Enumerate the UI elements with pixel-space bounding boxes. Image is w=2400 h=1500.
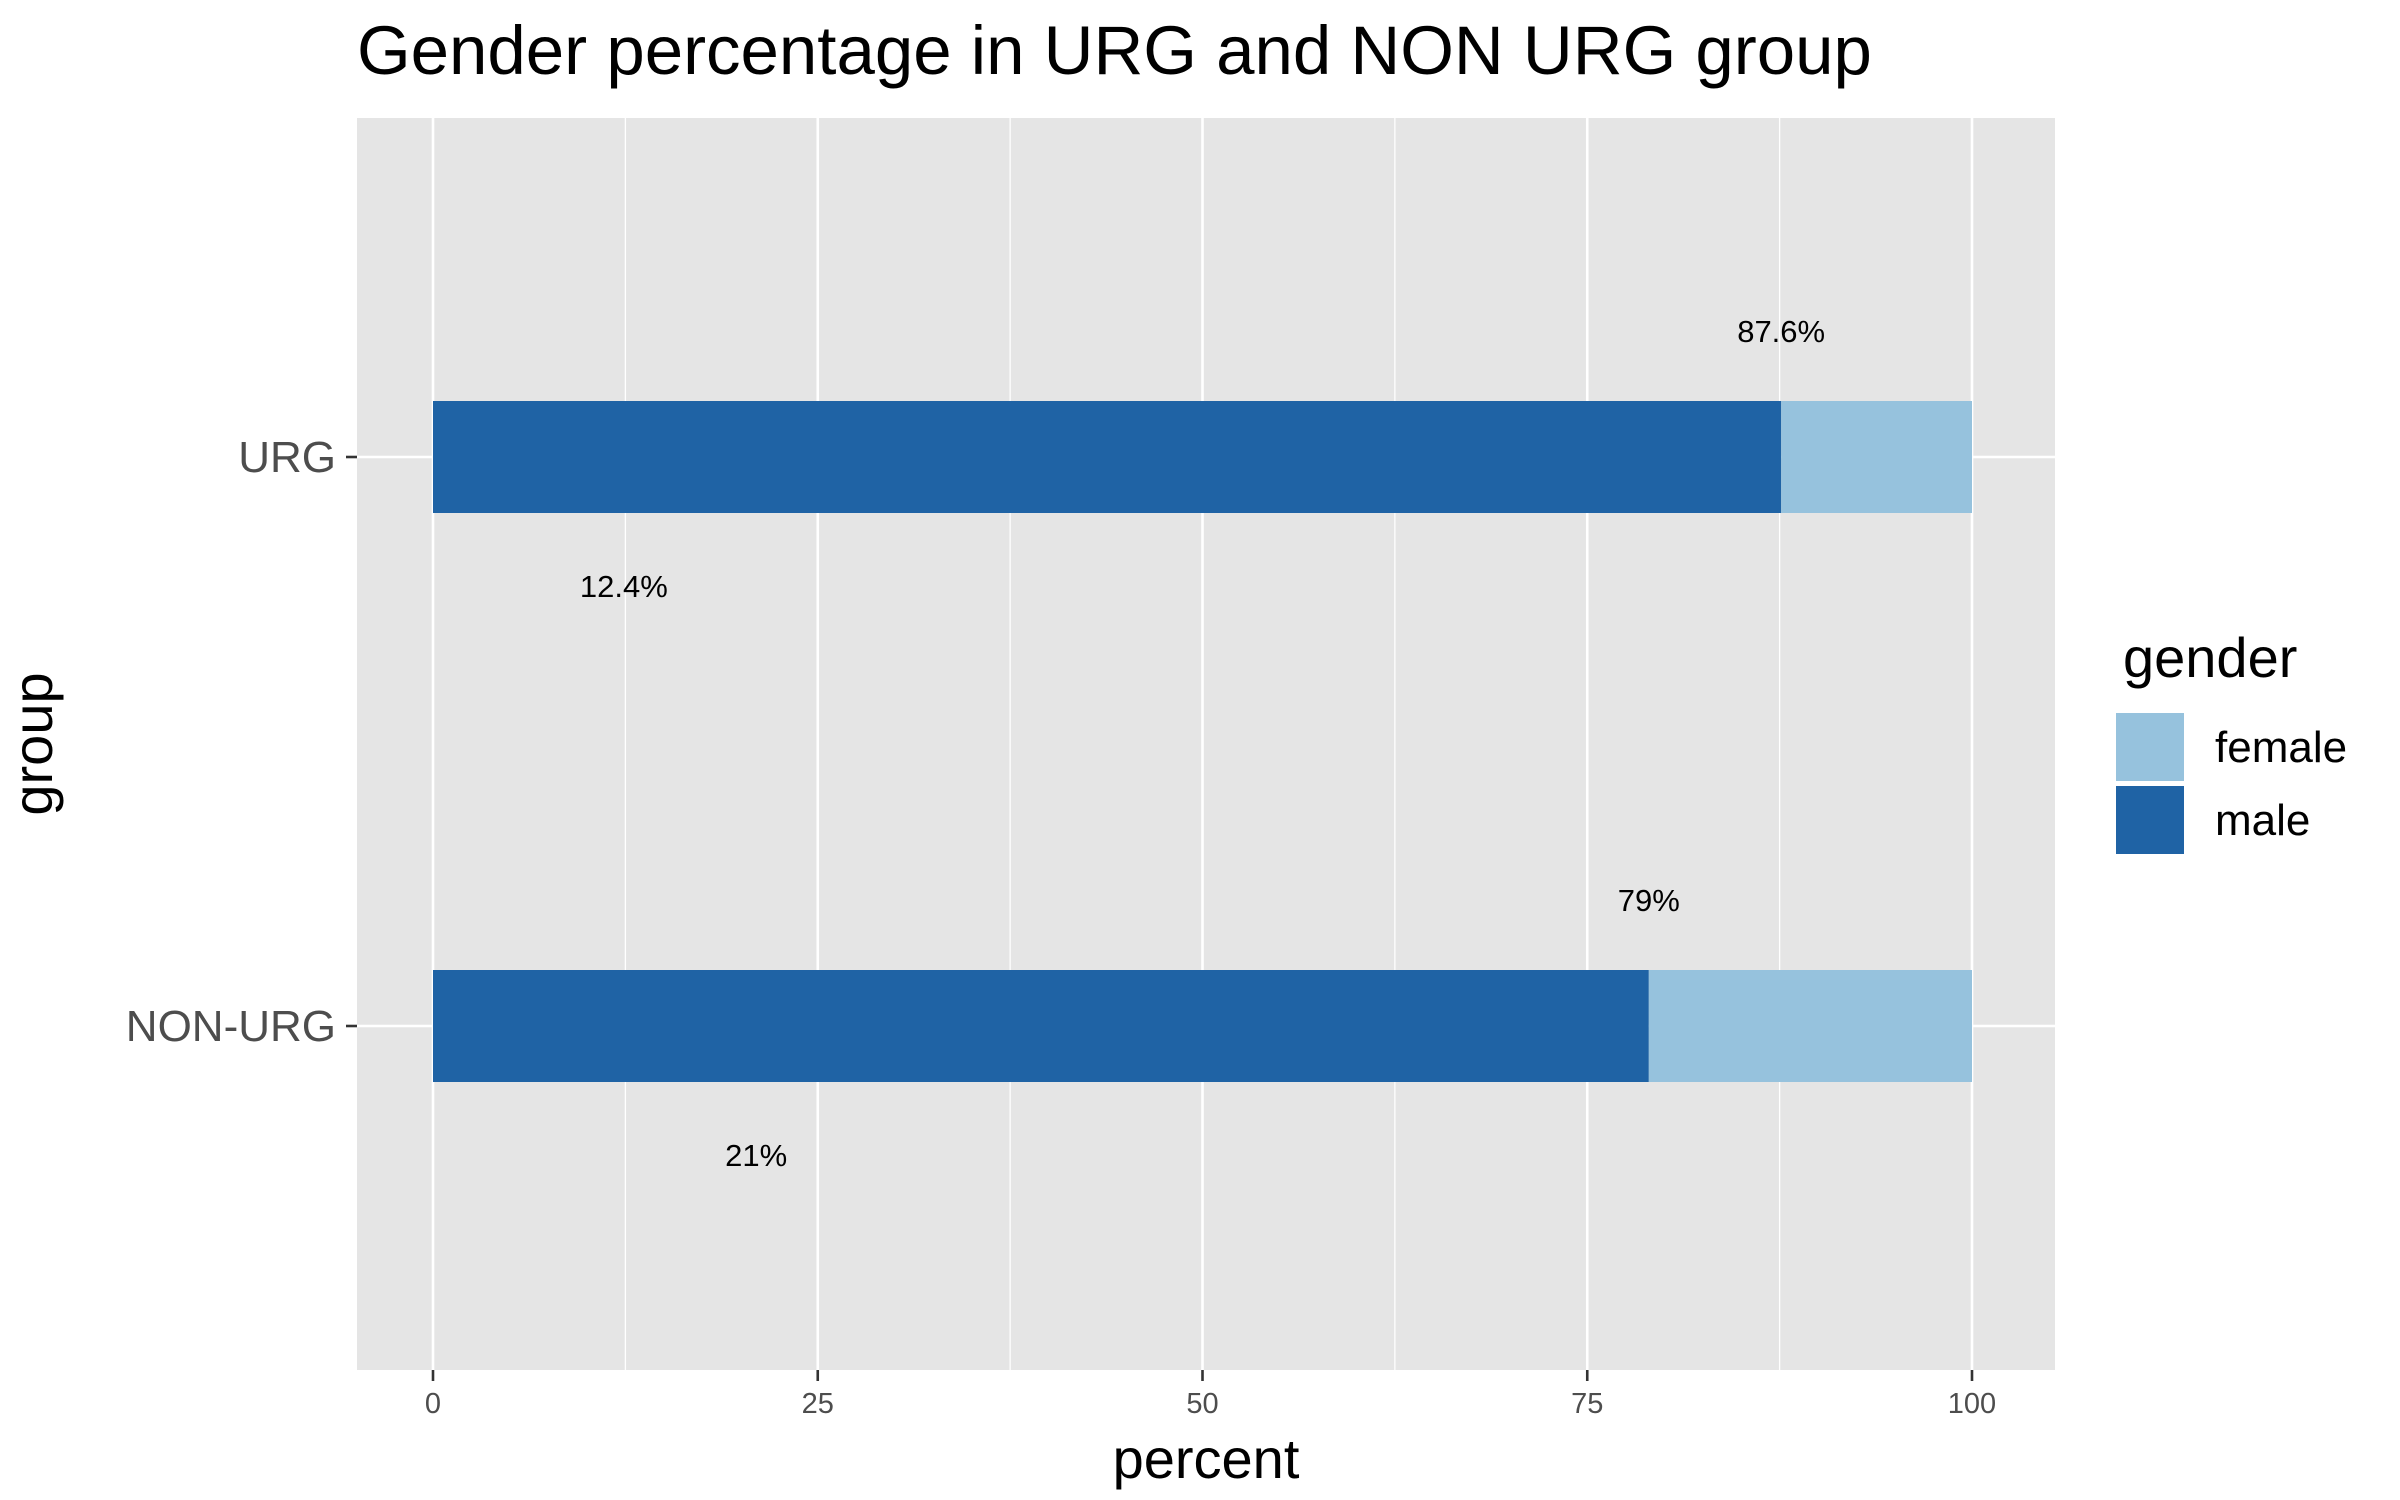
bar-non-urg-male: [433, 970, 1649, 1082]
data-label-non-urg-female: 21%: [725, 1138, 787, 1173]
legend: gender female male: [2114, 626, 2347, 856]
chart-title: Gender percentage in URG and NON URG gro…: [357, 12, 1872, 89]
x-axis: 0 25 50 75 100: [425, 1370, 1996, 1420]
x-axis-title: percent: [1113, 1427, 1300, 1490]
bar-non-urg-female: [1648, 970, 1972, 1082]
legend-label-female: female: [2215, 723, 2347, 772]
legend-items: female male: [2114, 711, 2347, 856]
y-tick-label-urg: URG: [238, 433, 336, 482]
data-label-urg-male: 87.6%: [1737, 314, 1825, 349]
data-label-urg-female: 12.4%: [580, 569, 668, 604]
data-labels: 87.6% 12.4% 79% 21%: [580, 314, 1825, 1173]
bar-urg-female: [1781, 401, 1972, 513]
legend-label-male: male: [2215, 796, 2310, 845]
legend-title: gender: [2123, 626, 2297, 689]
y-axis-title: group: [1, 672, 64, 815]
bar-urg-male: [433, 401, 1782, 513]
data-label-non-urg-male: 79%: [1618, 883, 1680, 918]
y-axis: URG NON-URG: [126, 433, 357, 1051]
plot-panel: [357, 118, 2055, 1370]
bars: [433, 401, 1972, 1082]
y-tick-label-non-urg: NON-URG: [126, 1002, 336, 1051]
x-tick-label-0: 0: [425, 1388, 441, 1420]
x-tick-label-50: 50: [1186, 1388, 1218, 1420]
x-tick-label-25: 25: [802, 1388, 834, 1420]
legend-key-female: [2114, 711, 2186, 783]
x-tick-label-100: 100: [1948, 1388, 1996, 1420]
x-tick-label-75: 75: [1571, 1388, 1603, 1420]
legend-key-male: [2114, 784, 2186, 856]
